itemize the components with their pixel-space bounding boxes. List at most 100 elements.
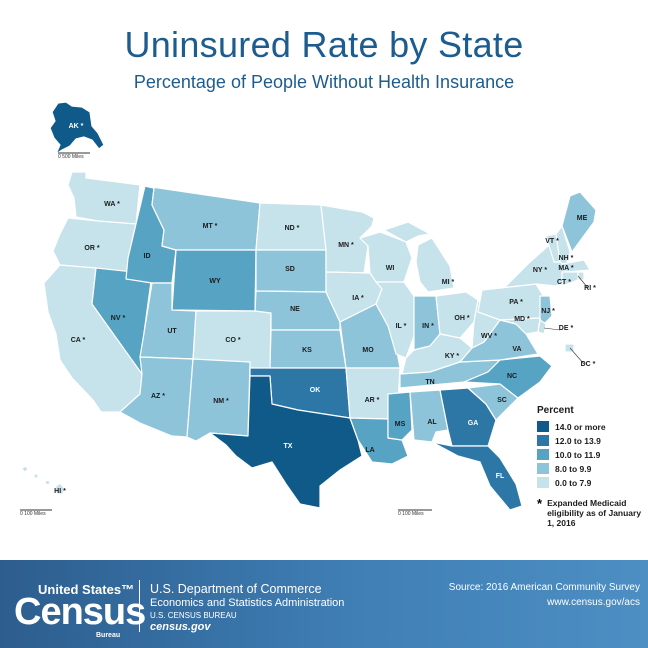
legend-label: 12.0 to 13.9: [555, 435, 601, 446]
state-label-fl: FL: [496, 473, 505, 480]
state-label-tn: TN: [425, 379, 434, 386]
state-label-wi: WI: [386, 265, 395, 272]
state-label-ar: AR *: [365, 397, 380, 404]
legend-item: 14.0 or more: [537, 420, 647, 433]
state-label-ia: IA *: [352, 295, 364, 302]
dept-line-1: U.S. Department of Commerce: [150, 582, 322, 596]
state-mt: [144, 185, 261, 251]
state-nh: [555, 225, 571, 267]
state-label-sc: SC: [497, 397, 507, 404]
state-label-mi: MI *: [442, 279, 455, 286]
leader-line: [543, 327, 561, 331]
state-label-oh: OH *: [454, 315, 469, 322]
state-label-wa: WA *: [104, 201, 120, 208]
state-label-me: ME: [577, 215, 588, 222]
medicaid-note: * Expanded Medicaid eligibility as of Ja…: [537, 496, 647, 528]
legend-item: 0.0 to 7.9: [537, 476, 647, 489]
state-me: [561, 191, 597, 253]
state-label-ne: NE: [290, 306, 300, 313]
state-ri: [577, 271, 585, 281]
dept-line-3: U.S. CENSUS BUREAU: [150, 611, 237, 620]
census-logo-bureau: Bureau: [96, 632, 121, 639]
state-label-co: CO *: [225, 337, 240, 344]
census-logo-top: United States™: [38, 582, 135, 597]
legend-rows: 14.0 or more 12.0 to 13.9 10.0 to 11.9 8.0 …: [537, 420, 647, 489]
state-label-il: IL *: [396, 323, 407, 330]
state-il: [375, 281, 415, 359]
acs-url-link[interactable]: www.census.gov/acs: [547, 597, 640, 608]
state-label-al: AL: [427, 419, 437, 426]
state-tx: [209, 375, 363, 509]
state-label-id: ID: [144, 253, 151, 260]
state-label-az: AZ *: [151, 393, 165, 400]
state-label-nv: NV *: [111, 315, 126, 322]
state-label-ga: GA: [468, 420, 479, 427]
state-label-mo: MO: [362, 347, 374, 354]
state-label-ok: OK: [310, 387, 321, 394]
source-text: Source: 2016 American Community Survey: [448, 582, 640, 593]
state-ms: [387, 391, 413, 441]
state-nj: [539, 295, 553, 327]
legend-label: 10.0 to 11.9: [555, 449, 601, 460]
legend-title: Percent: [537, 405, 574, 416]
state-label-la: LA: [365, 447, 374, 454]
state-label-nc: NC: [507, 373, 517, 380]
legend-swatch: [537, 463, 549, 474]
legend-item: 8.0 to 9.9: [537, 462, 647, 475]
state-label-ut: UT: [167, 328, 177, 335]
state-label-nm: NM *: [213, 398, 229, 405]
state-md: [499, 317, 541, 335]
state-label-or: OR *: [84, 245, 99, 252]
legend-label: 0.0 to 7.9: [555, 477, 592, 488]
legend-label: 14.0 or more: [555, 421, 606, 432]
state-label-nh: NH *: [559, 255, 574, 262]
us-choropleth-map: AK * HI * WA * OR * CA * NV * ID MT * WY UT CO * AZ…: [20, 101, 597, 517]
legend-swatch: [537, 449, 549, 460]
state-ak: [49, 101, 105, 155]
mainland-scale: 0 100 Miles: [398, 509, 432, 517]
hawaii-scale-label: 0 100 Miles: [20, 511, 46, 517]
medicaid-note-text: Expanded Medicaid eligibility as of Janu…: [547, 498, 642, 528]
legend-swatch: [537, 435, 549, 446]
legend-item: 12.0 to 13.9: [537, 434, 647, 447]
state-label-ks: KS: [302, 347, 312, 354]
state-label-wv: WV *: [481, 333, 497, 340]
state-label-ri: RI *: [584, 285, 596, 292]
census-gov-link[interactable]: census.gov: [150, 621, 211, 633]
state-fl: [431, 441, 523, 511]
state-label-ky: KY *: [445, 353, 460, 360]
state-label-ca: CA *: [71, 337, 86, 344]
leader-line: [577, 275, 589, 289]
state-label-dc: DC *: [581, 361, 596, 368]
state-label-in: IN *: [422, 323, 434, 330]
state-wa: [67, 171, 141, 225]
legend-item: 10.0 to 11.9: [537, 448, 647, 461]
dept-line-2: Economics and Statistics Administration: [150, 597, 345, 609]
state-label-sd: SD: [285, 266, 295, 273]
state-hi: [21, 465, 65, 495]
hawaii-scale: 0 100 Miles: [20, 509, 52, 517]
state-label-ny: NY *: [533, 267, 548, 274]
state-label-mn: MN *: [338, 242, 354, 249]
map-title: Uninsured Rate by State: [124, 24, 524, 65]
state-label-tx: TX: [284, 443, 293, 450]
state-label-vt: VT *: [545, 238, 559, 245]
map-subtitle: Percentage of People Without Health Insu…: [133, 72, 515, 92]
legend-swatch: [537, 421, 549, 432]
state-label-nj: NJ *: [541, 308, 555, 315]
state-label-hi: HI *: [54, 488, 66, 495]
state-label-ms: MS: [395, 421, 406, 428]
scale-bars: 0 500 Miles 0 100 Miles 0 100 Miles: [20, 152, 432, 517]
state-nc: [463, 355, 553, 399]
state-label-wy: WY: [209, 278, 221, 285]
footer-divider: [139, 580, 140, 632]
state-label-de: DE *: [559, 325, 574, 332]
state-ct: [561, 271, 579, 287]
state-label-nd: ND *: [285, 225, 300, 232]
state-label-ma: MA *: [558, 265, 574, 272]
asterisk-icon: *: [537, 496, 543, 511]
mainland-scale-label: 0 100 Miles: [398, 511, 424, 517]
state-label-mt: MT *: [203, 223, 218, 230]
state-label-ak: AK *: [69, 123, 84, 130]
state-sc: [467, 383, 519, 421]
